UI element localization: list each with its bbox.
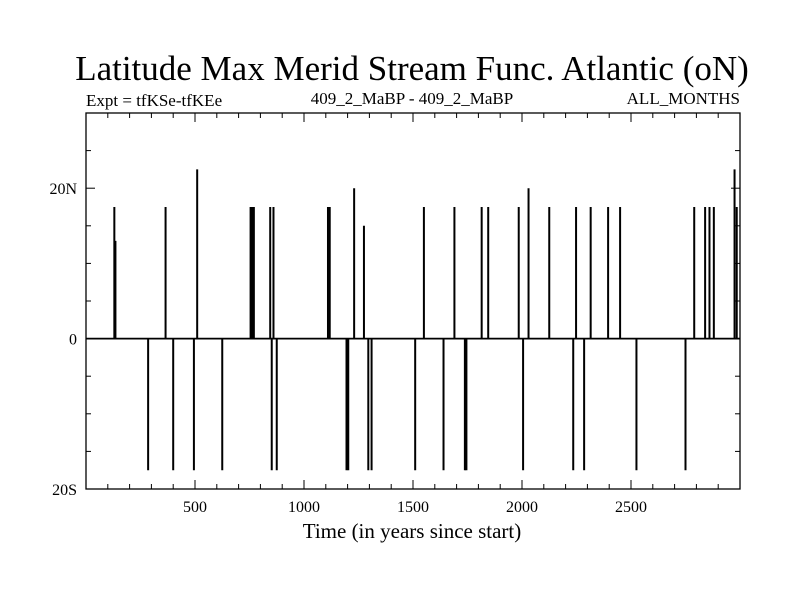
subtitle-left: Expt = tfKSe-tfKEe — [86, 91, 222, 110]
plot-frame — [85, 112, 741, 490]
y-tick-label: 20N — [49, 181, 77, 198]
data-spikes — [113, 169, 738, 471]
tick-labels: 500 1000 1500 2000 2500 20N 0 20S — [49, 181, 647, 516]
x-tick-label: 2500 — [615, 499, 647, 516]
y-tick-label: 20S — [52, 482, 77, 499]
x-tick-label: 500 — [183, 499, 207, 516]
subtitle-center: 409_2_MaBP - 409_2_MaBP — [311, 89, 513, 108]
subtitle-right: ALL_MONTHS — [627, 89, 740, 108]
chart-title: Latitude Max Merid Stream Func. Atlantic… — [75, 49, 749, 88]
x-tick-label: 1500 — [397, 499, 429, 516]
x-tick-label: 2000 — [506, 499, 538, 516]
x-tick-label: 1000 — [288, 499, 320, 516]
x-axis-label: Time (in years since start) — [303, 519, 522, 543]
y-tick-label: 0 — [69, 332, 77, 349]
axis-ticks — [86, 113, 740, 489]
